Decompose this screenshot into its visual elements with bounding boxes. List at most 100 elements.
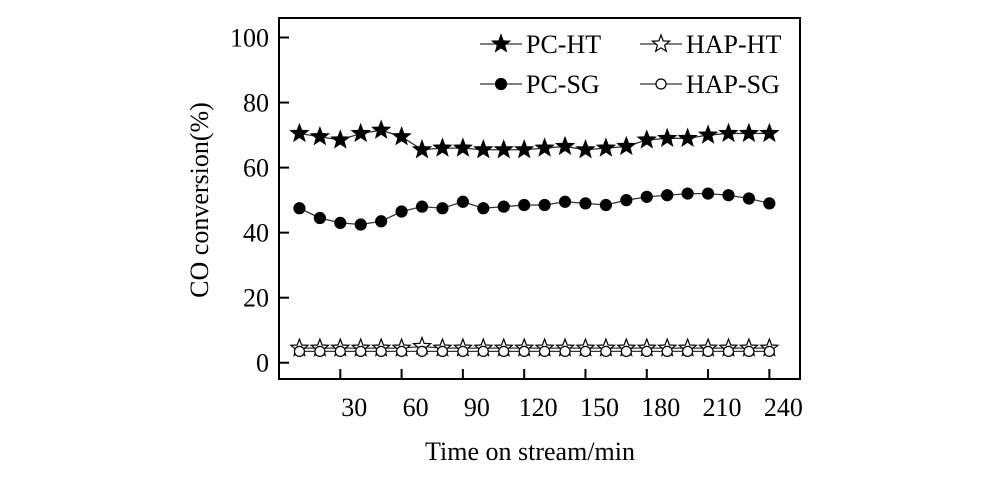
data-point <box>697 124 719 144</box>
data-point <box>620 345 632 357</box>
legend-marker <box>490 33 512 53</box>
data-point <box>313 211 326 225</box>
x-tick-label: 210 <box>703 393 742 422</box>
data-point <box>330 129 351 149</box>
data-point <box>640 190 653 203</box>
x-tick-label: 150 <box>580 393 619 422</box>
data-point <box>743 345 755 357</box>
x-tick-label: 60 <box>403 393 429 422</box>
data-point <box>477 345 489 357</box>
data-point <box>375 345 387 357</box>
y-axis-label: CO conversion(%) <box>185 102 214 298</box>
y-tick-label: 40 <box>243 219 269 248</box>
x-tick-label: 180 <box>641 393 680 422</box>
y-tick-label: 20 <box>243 284 269 313</box>
series-pc-ht <box>289 119 780 159</box>
data-point <box>498 345 510 357</box>
legend-marker <box>494 77 508 91</box>
data-point <box>595 137 617 157</box>
data-point <box>722 345 735 357</box>
data-point <box>391 125 412 146</box>
y-tick-label: 0 <box>256 349 269 378</box>
data-point <box>742 192 756 205</box>
data-point <box>702 345 714 357</box>
series-line <box>299 129 770 151</box>
data-point <box>682 345 694 357</box>
data-point <box>718 122 739 143</box>
legend-marker <box>655 78 667 90</box>
data-point <box>457 345 469 357</box>
data-point <box>415 200 429 213</box>
data-point <box>701 187 715 200</box>
series-hap-sg <box>293 345 775 357</box>
legend-marker <box>650 33 672 53</box>
plot-frame <box>278 17 801 380</box>
data-point <box>456 195 469 208</box>
series-pc-sg <box>293 187 776 231</box>
data-point <box>432 137 453 157</box>
data-point <box>681 187 694 200</box>
data-point <box>477 202 490 215</box>
data-point <box>620 194 633 207</box>
data-point <box>575 138 596 159</box>
data-point <box>738 122 760 143</box>
data-point <box>656 127 678 147</box>
data-point <box>599 198 613 212</box>
y-tick-label: 80 <box>243 89 269 118</box>
series-line <box>299 192 770 226</box>
data-point <box>579 197 592 210</box>
y-tick-label: 100 <box>230 24 269 53</box>
data-point <box>559 345 571 357</box>
data-point <box>395 345 408 357</box>
data-point <box>436 202 449 215</box>
data-point <box>558 195 572 208</box>
data-point <box>293 202 306 215</box>
data-point <box>334 216 347 229</box>
legend-label: HAP-HT <box>686 30 781 59</box>
data-point <box>355 345 367 357</box>
data-point <box>763 197 776 210</box>
data-point <box>600 345 612 357</box>
data-point <box>538 198 551 212</box>
data-point <box>518 345 530 357</box>
data-point <box>395 205 408 218</box>
data-point <box>293 345 306 357</box>
data-point <box>289 122 310 143</box>
data-point <box>616 135 637 156</box>
y-tick-label: 60 <box>243 154 269 183</box>
data-point <box>375 215 388 228</box>
data-point <box>579 345 592 357</box>
data-point <box>636 129 657 149</box>
data-point <box>411 138 433 159</box>
legend: PC-HT HAP-HT PC-SG HAP-SG <box>480 30 781 99</box>
x-tick-label: 90 <box>464 393 490 422</box>
data-point <box>493 138 514 159</box>
legend-label: HAP-SG <box>686 70 780 99</box>
data-point <box>314 345 326 357</box>
data-point <box>763 345 775 357</box>
legend-label: PC-SG <box>526 70 600 99</box>
data-point <box>661 345 673 357</box>
data-point <box>677 127 698 147</box>
data-point <box>334 345 346 357</box>
data-point <box>759 122 780 143</box>
data-point <box>497 200 510 213</box>
series-line <box>299 345 770 349</box>
data-point <box>661 189 674 202</box>
x-axis-label: Time on stream/min <box>425 437 635 466</box>
data-point <box>350 122 371 143</box>
data-point <box>641 345 653 357</box>
x-tick-label: 30 <box>341 393 367 422</box>
x-tick-label: 240 <box>764 393 803 422</box>
data-point <box>473 138 494 159</box>
data-point <box>354 218 367 231</box>
data-point <box>722 189 735 202</box>
data-point <box>452 137 473 157</box>
data-point <box>416 345 428 357</box>
data-point <box>554 135 576 156</box>
data-point <box>370 119 392 139</box>
data-point <box>436 345 449 357</box>
data-point <box>518 198 531 212</box>
data-point <box>539 345 551 357</box>
